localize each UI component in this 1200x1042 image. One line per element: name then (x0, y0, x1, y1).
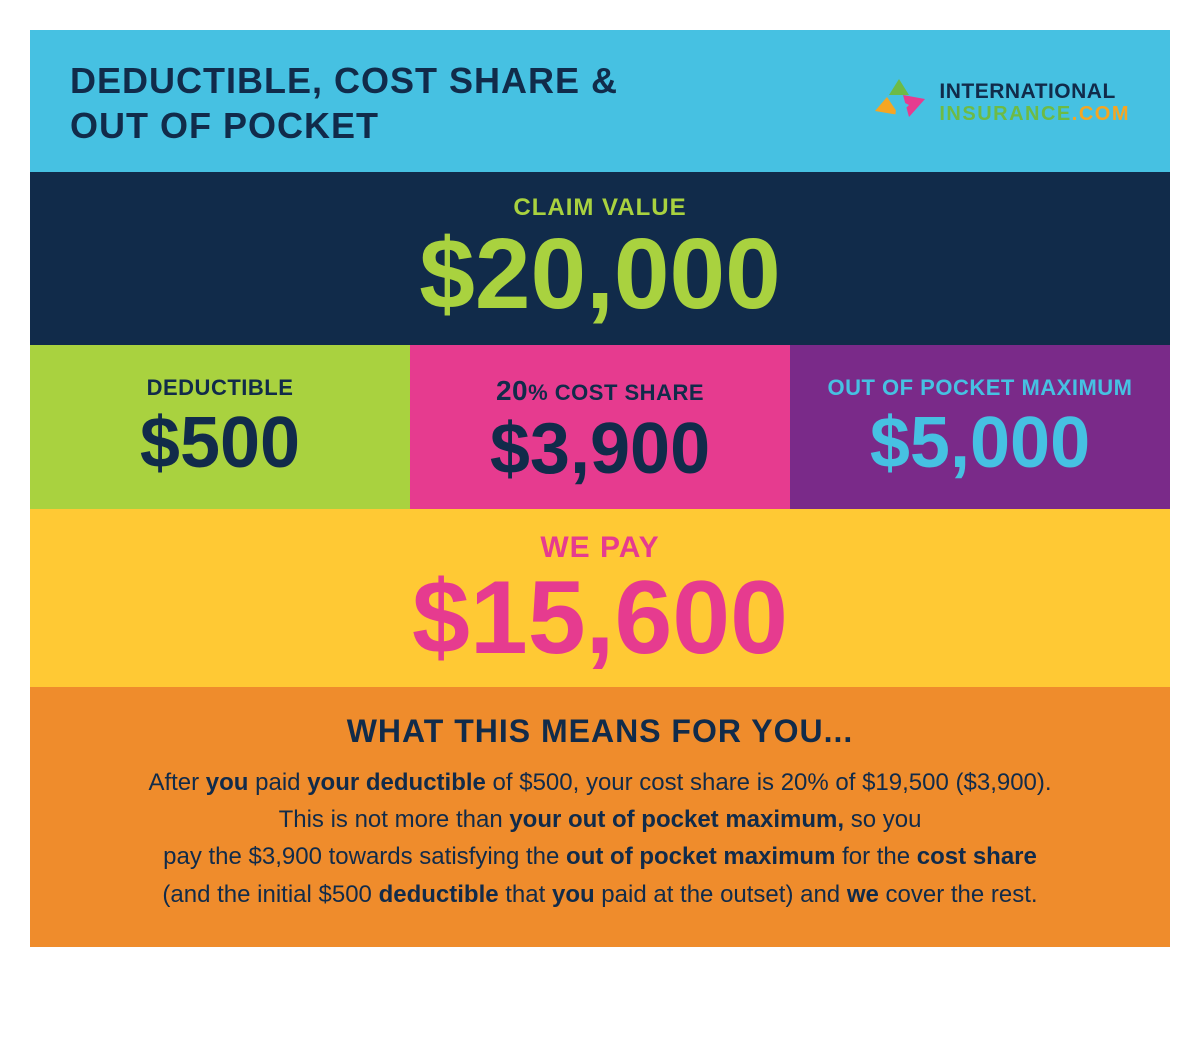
exp-t14: deductible (379, 881, 499, 908)
exp-t10: out of pocket maximum (566, 843, 835, 870)
claim-value: $20,000 (30, 222, 1170, 327)
title-line-1: DEDUCTIBLE, COST SHARE & (70, 58, 618, 103)
exp-t2: you (206, 769, 249, 796)
logo-brand-bottom: INSURANCE (939, 103, 1071, 125)
exp-t19: cover the rest. (879, 881, 1038, 908)
header-bar: DEDUCTIBLE, COST SHARE & OUT OF POCKET I… (30, 30, 1170, 172)
oop-max-label: OUT OF POCKET MAXIMUM (800, 375, 1160, 401)
exp-t16: you (552, 881, 595, 908)
cost-share-value: $3,900 (420, 413, 780, 485)
exp-t13: (and the initial $500 (162, 881, 378, 908)
explanation-panel: WHAT THIS MEANS FOR YOU... After you pai… (30, 687, 1170, 947)
exp-t5: of $500, your cost share is 20% of $19,5… (486, 769, 1052, 796)
page-title: DEDUCTIBLE, COST SHARE & OUT OF POCKET (70, 58, 618, 148)
exp-t4: your deductible (307, 769, 486, 796)
logo-line-2: INSURANCE.COM (939, 104, 1130, 125)
breakdown-row: DEDUCTIBLE $500 20% COST SHARE $3,900 OU… (30, 345, 1170, 509)
title-line-2: OUT OF POCKET (70, 103, 618, 148)
infographic: DEDUCTIBLE, COST SHARE & OUT OF POCKET I… (30, 30, 1170, 947)
deductible-panel: DEDUCTIBLE $500 (30, 345, 410, 509)
cost-share-percent: 20 (496, 375, 528, 406)
logo-text: INTERNATIONAL INSURANCE.COM (939, 81, 1130, 124)
cost-share-label-suffix: % COST SHARE (528, 380, 704, 405)
logo-mark-icon (869, 75, 933, 131)
brand-logo: INTERNATIONAL INSURANCE.COM (869, 75, 1130, 131)
deductible-value: $500 (40, 407, 400, 479)
exp-t12: cost share (917, 843, 1037, 870)
we-pay-panel: WE PAY $15,600 (30, 509, 1170, 687)
exp-t7: your out of pocket maximum, (509, 806, 844, 833)
exp-t11: for the (835, 843, 916, 870)
we-pay-value: $15,600 (30, 565, 1170, 671)
oop-max-value: $5,000 (800, 407, 1160, 479)
explanation-title: WHAT THIS MEANS FOR YOU... (64, 713, 1136, 750)
cost-share-label: 20% COST SHARE (420, 375, 780, 407)
oop-max-panel: OUT OF POCKET MAXIMUM $5,000 (790, 345, 1170, 509)
exp-t15: that (499, 881, 552, 908)
exp-t1: After (148, 769, 205, 796)
logo-line-1: INTERNATIONAL (939, 81, 1130, 103)
exp-t3: paid (248, 769, 307, 796)
logo-brand-suffix: .COM (1072, 103, 1130, 125)
exp-t6: This is not more than (279, 806, 510, 833)
exp-t18: we (847, 881, 879, 908)
exp-t9: pay the $3,900 towards satisfying the (163, 843, 566, 870)
cost-share-panel: 20% COST SHARE $3,900 (410, 345, 790, 509)
claim-value-panel: CLAIM VALUE $20,000 (30, 172, 1170, 345)
deductible-label: DEDUCTIBLE (40, 375, 400, 401)
exp-t17: paid at the outset) and (595, 881, 847, 908)
exp-t8: so you (844, 806, 921, 833)
explanation-body: After you paid your deductible of $500, … (64, 764, 1136, 913)
